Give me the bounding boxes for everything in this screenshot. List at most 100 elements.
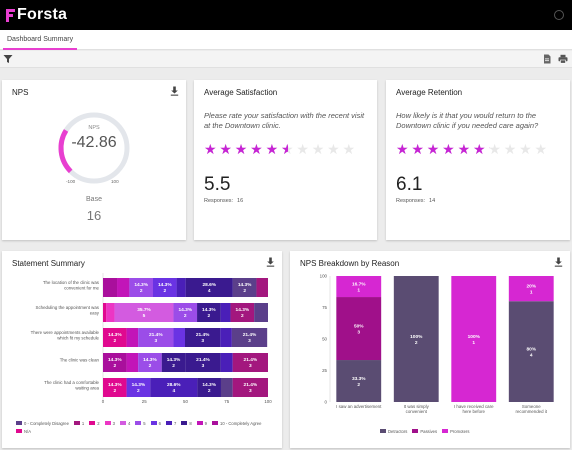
bar-segment-detractors[interactable] — [336, 360, 382, 402]
bar-segment[interactable] — [103, 303, 107, 322]
segment-count: 2 — [137, 388, 140, 394]
row-label: Scheduling the appointment was — [36, 305, 100, 310]
bar-segment[interactable] — [126, 328, 139, 347]
x-category-label: It was simply — [404, 404, 430, 409]
segment-percent: 14.3% — [238, 282, 252, 288]
segment-count: 1 — [530, 290, 533, 296]
segment-percent: 16.7% — [352, 282, 366, 288]
download-icon[interactable] — [266, 257, 275, 267]
bar-segment[interactable] — [176, 278, 186, 297]
filter-icon[interactable] — [3, 54, 13, 64]
segment-percent: 14.3% — [202, 307, 216, 313]
x-category-label: Someone — [522, 404, 541, 409]
bar-segment[interactable] — [161, 353, 186, 372]
bar-segment[interactable] — [232, 353, 268, 372]
bar-segment[interactable] — [138, 353, 162, 372]
star-icon: ★★ — [396, 141, 409, 157]
bar-segment[interactable] — [103, 378, 127, 397]
segment-percent: 14.3% — [167, 357, 181, 363]
export-pdf-icon[interactable] — [542, 54, 552, 64]
responses-count: 16 — [237, 198, 244, 204]
nps-base-value: 16 — [86, 208, 102, 223]
bar-segment[interactable] — [197, 303, 221, 322]
bar-segment[interactable] — [220, 303, 231, 322]
bar-segment-detractors[interactable] — [508, 301, 554, 402]
bar-segment[interactable] — [231, 328, 268, 347]
bar-segment[interactable] — [220, 378, 233, 397]
legend-item[interactable]: 0 - Completely Disagree — [16, 419, 69, 427]
download-icon[interactable] — [170, 86, 179, 96]
bar-segment-promoters[interactable] — [451, 276, 497, 402]
bar-segment[interactable] — [185, 278, 233, 297]
legend-item[interactable]: 6 — [150, 419, 161, 427]
legend-item[interactable]: 8 — [181, 419, 192, 427]
legend-label: 1 — [81, 420, 85, 426]
legend-item[interactable]: Promoters — [442, 427, 469, 435]
bar-segment[interactable] — [150, 378, 198, 397]
legend-item[interactable]: Passives — [412, 427, 437, 435]
bar-segment-promoters[interactable] — [508, 276, 554, 302]
star-fill: ★ — [396, 142, 409, 156]
bar-segment[interactable] — [103, 278, 118, 297]
segment-count: 3 — [201, 338, 204, 344]
bar-segment[interactable] — [103, 353, 127, 372]
star-icon: ★★ — [265, 141, 279, 157]
bar-segment[interactable] — [103, 328, 127, 347]
bar-segment[interactable] — [138, 328, 174, 347]
legend-item[interactable]: 2 — [89, 419, 100, 427]
tab-dashboard-summary[interactable]: Dashboard Summary — [3, 30, 78, 50]
segment-count: 5 — [143, 313, 146, 319]
bar-segment[interactable] — [126, 378, 151, 397]
bar-segment-detractors[interactable] — [393, 276, 439, 402]
legend-item[interactable]: N/A — [16, 427, 31, 435]
bar-segment[interactable] — [220, 328, 232, 347]
legend-item[interactable]: 1 — [73, 419, 85, 427]
bar-segment[interactable] — [254, 303, 268, 322]
download-icon[interactable] — [554, 257, 563, 267]
forsta-logo[interactable]: Forsta — [6, 6, 67, 24]
print-icon[interactable] — [558, 54, 568, 64]
bar-segment[interactable] — [185, 328, 221, 347]
nps-card-title: NPS — [12, 88, 29, 97]
segment-count: 2 — [415, 340, 418, 346]
bar-segment[interactable] — [232, 278, 257, 297]
user-icon[interactable] — [554, 10, 564, 20]
legend-item[interactable]: 3 — [104, 419, 115, 427]
bar-segment[interactable] — [152, 278, 177, 297]
bar-segment[interactable] — [197, 378, 221, 397]
bar-segment[interactable] — [232, 378, 268, 397]
satisfaction-question: Please rate your satisfaction with the r… — [204, 111, 365, 130]
bar-segment-promoters[interactable] — [336, 276, 382, 298]
legend-label: 0 - Completely Disagree — [24, 420, 69, 426]
bar-segment[interactable] — [126, 353, 139, 372]
legend-item[interactable]: 4 — [119, 419, 130, 427]
segment-count: 2 — [243, 288, 246, 294]
bar-segment[interactable] — [185, 353, 221, 372]
legend-item[interactable]: 10 - Completely Agree — [212, 419, 261, 427]
legend-item[interactable]: 5 — [135, 419, 146, 427]
bar-segment[interactable] — [256, 278, 268, 297]
nps-card: NPS NPS -42.86 -100 100 Base 16 — [2, 80, 186, 240]
bar-segment-passives[interactable] — [336, 297, 382, 361]
legend-item[interactable]: 9 — [196, 419, 207, 427]
y-tick-label: 100 — [320, 274, 328, 279]
bar-segment[interactable] — [220, 353, 233, 372]
star-fill: ★ — [204, 142, 217, 156]
logo-mark-icon — [6, 8, 15, 22]
star-icon: ★★ — [472, 141, 486, 157]
bar-segment[interactable] — [114, 303, 174, 322]
legend-item[interactable]: 7 — [165, 419, 176, 427]
bar-segment[interactable] — [173, 303, 198, 322]
segment-count: 3 — [202, 363, 205, 369]
legend-label: Promoters — [450, 428, 470, 434]
bar-segment[interactable] — [129, 278, 153, 297]
segment-percent: 14.3% — [158, 282, 172, 288]
bar-segment[interactable] — [173, 328, 186, 347]
satisfaction-responses: Responses: 16 — [204, 198, 243, 204]
star-fill: ★ — [472, 142, 486, 156]
segment-count: 3 — [248, 338, 251, 344]
bar-segment[interactable] — [106, 303, 115, 322]
bar-segment[interactable] — [117, 278, 130, 297]
legend-item[interactable]: Detractors — [380, 427, 407, 435]
bar-segment[interactable] — [230, 303, 255, 322]
